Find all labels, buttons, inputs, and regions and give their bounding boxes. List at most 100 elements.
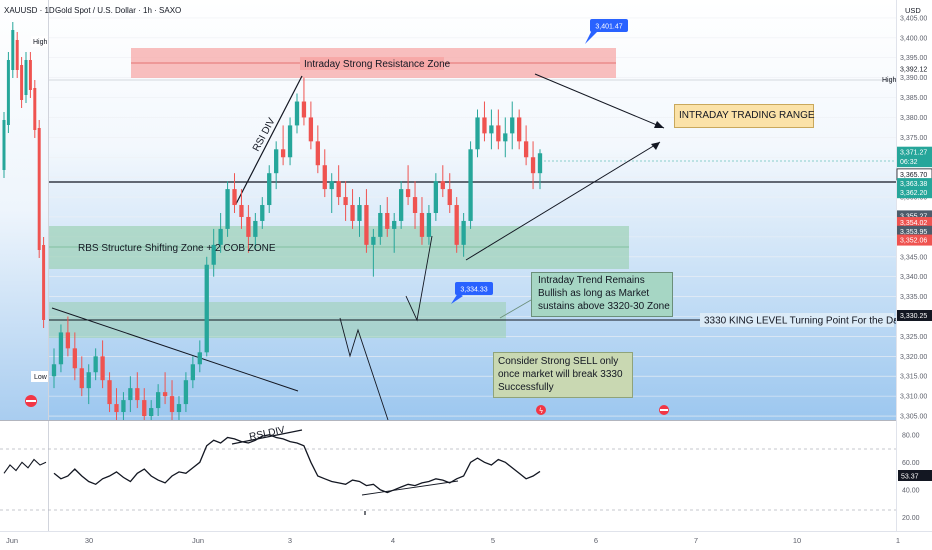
candle-body [149, 408, 154, 417]
candle-body [412, 197, 418, 213]
price-axis-tag: 3,371.27 [900, 150, 927, 157]
price-axis-tag: 3,392.12 [900, 67, 927, 74]
left-low-tag-bg [31, 371, 48, 382]
rsi-support-line [361, 480, 459, 496]
candle-body [100, 356, 105, 381]
trend-note-line-3: sustains above 3320-30 Zone [538, 301, 670, 312]
projection-path-2 [339, 317, 389, 421]
left-candle-body [20, 65, 24, 100]
rsi-axis-ticks: 80.00 60.00 40.00 20.00 [902, 432, 920, 522]
candle-body [440, 181, 445, 190]
price-label-top-pointer [585, 30, 597, 44]
rsi-tick-label: 20.00 [902, 515, 920, 522]
candle-body [523, 141, 529, 158]
candle-body [454, 205, 459, 245]
left-panel-title: XAUUSD · 1D · [4, 6, 60, 15]
candle-body [128, 388, 133, 401]
price-axis-tag: 3,330.25 [900, 313, 927, 320]
king-label-bg [700, 313, 894, 327]
x-axis-bg [0, 531, 932, 550]
price-label-top-text: 3,401.47 [595, 24, 622, 31]
candle-body [72, 348, 77, 369]
x-tick-label: Jun [192, 536, 204, 545]
left-candle-body [42, 245, 46, 320]
x-axis-ticks: 30 Jun 3 4 5 6 7 10 1 [85, 536, 900, 545]
rsi-value-tag-bg [898, 470, 932, 481]
left-candle-body [37, 128, 41, 250]
chart-title: Gold Spot / U.S. Dollar · 1h · SAXO [55, 6, 182, 15]
x-tick-label: 1 [896, 536, 900, 545]
price-label-mid-text: 3,334.33 [460, 287, 487, 294]
price-tick-label: 3,335.00 [900, 294, 927, 301]
price-axis-tag-bg [897, 187, 932, 199]
event-flash-icon[interactable] [536, 405, 546, 415]
sell-note-line-3: Successfully [498, 382, 554, 393]
price-axis-tag: 3,352.06 [900, 238, 927, 245]
candle-body [357, 205, 362, 221]
x-tick-label: 5 [491, 536, 495, 545]
price-tick-label: 3,315.00 [900, 374, 927, 381]
range-lower-arrow [465, 141, 661, 261]
downtrend-line [51, 307, 299, 392]
price-axis-tag-bg [897, 156, 932, 168]
candle-body [280, 149, 286, 158]
candle-body [336, 181, 341, 198]
candle-body [350, 205, 355, 221]
rsi-tick-label: 60.00 [902, 460, 920, 467]
candle-body [183, 380, 189, 405]
resistance-label: Intraday Strong Resistance Zone [304, 59, 451, 70]
left-candle-body [11, 30, 15, 70]
high-tag-label: High [882, 77, 897, 84]
x-tick-label: 4 [391, 536, 395, 545]
candle-body [204, 264, 209, 353]
rsi-panel-bg [49, 421, 896, 531]
x-tick-label: 3 [288, 536, 292, 545]
price-tick-label: 3,325.00 [900, 334, 927, 341]
candle-body [176, 404, 182, 413]
price-axis-bg [896, 0, 932, 531]
price-axis-tag-bg [897, 225, 932, 237]
left-high-tag: High [33, 39, 48, 46]
sell-note-box [493, 352, 633, 398]
candle-body [392, 220, 397, 229]
rsi-div-trendline [235, 75, 303, 205]
price-axis-tag-bg [897, 234, 932, 246]
left-event-stripe [26, 400, 36, 402]
resistance-label-bg [300, 57, 444, 70]
event-flash-glyph: ϟ [539, 407, 544, 415]
price-axis-tag: 3,353.95 [900, 229, 927, 236]
candle-body [274, 149, 279, 174]
candle-body [468, 149, 473, 221]
rsi-line [53, 434, 541, 494]
sell-note-line-2: once market will break 3330 [498, 369, 623, 380]
price-tick-label: 3,395.00 [900, 55, 927, 62]
candle-body [433, 181, 439, 213]
currency-label[interactable]: USD [905, 6, 921, 15]
candle-body [530, 157, 536, 174]
price-label-mid-pointer [451, 293, 463, 304]
left-low-tag: Low [34, 374, 48, 381]
price-axis-tag-bg [897, 146, 932, 158]
price-candles [51, 77, 543, 428]
candle-body [482, 117, 487, 134]
price-label-top [590, 19, 628, 32]
left-candle-body [33, 88, 37, 130]
x-tick-label: 10 [793, 536, 801, 545]
trend-note-box [531, 272, 673, 317]
rsi-tick-label: 80.00 [902, 432, 920, 439]
left-panel-candles [2, 22, 46, 328]
trend-note-line-1: Intraday Trend Remains [538, 275, 645, 286]
king-label: 3330 KING LEVEL Turning Point For the Da… [704, 316, 904, 327]
candle-body [537, 153, 543, 174]
candle-body [65, 332, 71, 349]
price-tick-label: 3,320.00 [900, 354, 927, 361]
price-axis-tags: 3,392.12 3,371.27 06:32 3,365.70 3,363.38 3,3… [896, 63, 932, 321]
candle-body [398, 189, 404, 221]
candle-body [162, 392, 168, 397]
candle-body [461, 220, 466, 245]
candle-body [510, 117, 515, 134]
candle-body [232, 189, 237, 206]
candle-body [142, 400, 147, 417]
left-candle-body [28, 60, 32, 90]
